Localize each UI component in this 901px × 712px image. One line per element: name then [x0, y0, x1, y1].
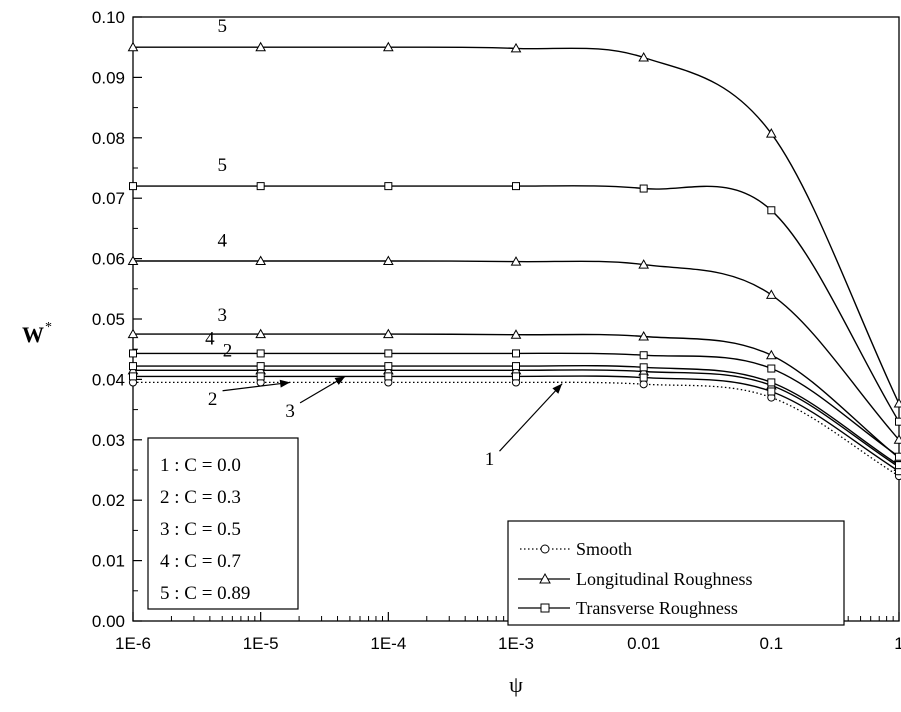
x-tick-label: 1E-4: [370, 634, 406, 653]
data-point-square: [640, 185, 647, 192]
y-tick-label: 0.00: [92, 612, 125, 631]
y-tick-label: 0.01: [92, 552, 125, 571]
y-tick-label: 0.07: [92, 189, 125, 208]
data-point-square: [130, 350, 137, 357]
c-value-2: 2 : C = 0.3: [160, 487, 241, 508]
x-tick-label: 1E-5: [243, 634, 279, 653]
data-point-circle: [640, 381, 647, 388]
data-point-square: [130, 373, 137, 380]
c-value-5: 5 : C = 0.89: [160, 583, 250, 604]
pointer-arrowhead: [335, 376, 346, 385]
x-tick-label: 1: [894, 634, 901, 653]
data-point-square: [513, 350, 520, 357]
data-point-square: [513, 373, 520, 380]
y-axis-title-main: W: [22, 322, 44, 347]
y-tick-label: 0.02: [92, 491, 125, 510]
data-point-triangle: [767, 290, 776, 298]
data-point-square: [513, 363, 520, 370]
legend-label-longitudinal: Longitudinal Roughness: [576, 569, 753, 589]
y-tick-label: 0.08: [92, 129, 125, 148]
data-point-square: [640, 352, 647, 359]
data-point-square: [896, 462, 901, 469]
data-point-square: [385, 183, 392, 190]
y-tick-label: 0.09: [92, 68, 125, 87]
data-point-triangle: [767, 351, 776, 359]
curve-label: 4: [205, 328, 215, 349]
y-tick-label: 0.03: [92, 431, 125, 450]
y-tick-label: 0.06: [92, 250, 125, 269]
c-value-1: 1 : C = 0.0: [160, 455, 241, 476]
data-point-square: [896, 453, 901, 460]
data-point-square: [130, 363, 137, 370]
data-point-square: [385, 350, 392, 357]
data-point-square: [640, 364, 647, 371]
curve-label: 4: [217, 231, 227, 252]
data-point-square: [257, 183, 264, 190]
legend: Smooth Longitudinal Roughness Transverse…: [508, 521, 844, 625]
data-point-square: [896, 418, 901, 425]
y-tick-label: 0.10: [92, 8, 125, 27]
curve-label: 5: [217, 155, 227, 176]
c-values-box: 1 : C = 0.0 2 : C = 0.3 3 : C = 0.5 4 : …: [148, 438, 298, 609]
curve-label: 2: [223, 340, 233, 361]
c-value-4: 4 : C = 0.7: [160, 551, 241, 572]
legend-label-smooth: Smooth: [576, 539, 632, 559]
curve-label: 3: [217, 305, 227, 326]
data-point-square: [768, 379, 775, 386]
y-tick-label: 0.05: [92, 310, 125, 329]
pointer-label: 2: [208, 389, 218, 410]
pointer-arrowhead: [280, 380, 290, 388]
legend-circle-marker: [541, 545, 549, 553]
data-point-square: [130, 183, 137, 190]
x-axis-title: ψ: [509, 672, 523, 697]
pointer-arrow-line: [499, 384, 562, 452]
curve-label: 5: [217, 16, 227, 37]
data-point-square: [257, 373, 264, 380]
data-point-square: [385, 363, 392, 370]
data-point-square: [768, 365, 775, 372]
legend-square-marker: [541, 604, 549, 612]
data-point-square: [768, 388, 775, 395]
y-axis-title-superscript: *: [45, 320, 52, 335]
c-value-3: 3 : C = 0.5: [160, 519, 241, 540]
pointer-label: 3: [285, 401, 295, 422]
x-tick-label: 1E-6: [115, 634, 151, 653]
x-tick-label: 0.1: [760, 634, 784, 653]
data-point-square: [257, 350, 264, 357]
y-axis-title: W *: [22, 320, 52, 347]
pointer-label: 1: [485, 449, 495, 470]
legend-label-transverse: Transverse Roughness: [576, 598, 738, 618]
data-point-square: [640, 374, 647, 381]
x-tick-label: 0.01: [627, 634, 660, 653]
data-point-square: [513, 183, 520, 190]
pointer-arrow-line: [223, 382, 291, 390]
y-tick-label: 0.04: [92, 370, 125, 389]
data-point-square: [768, 207, 775, 214]
data-point-square: [257, 363, 264, 370]
data-point-square: [385, 373, 392, 380]
x-tick-label: 1E-3: [498, 634, 534, 653]
